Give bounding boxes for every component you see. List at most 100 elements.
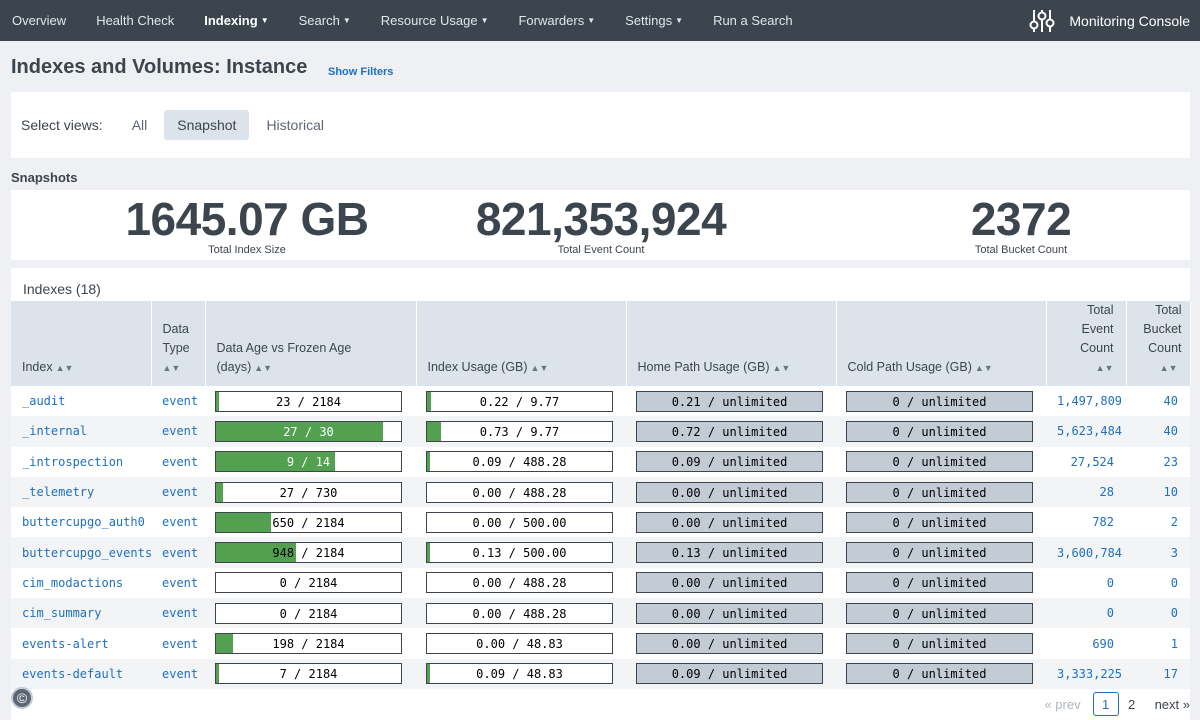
age-bar: 27 / 30 (215, 420, 402, 442)
view-snapshot-button[interactable]: Snapshot (164, 110, 250, 140)
bucket-count-link[interactable]: 0 (1126, 567, 1190, 599)
view-all-button[interactable]: All (131, 117, 148, 133)
stat-total-bucket-count: 2372 Total Bucket Count (911, 194, 1131, 256)
data-type-cell[interactable]: event (151, 476, 205, 508)
caret-down-icon: ▼ (675, 16, 684, 25)
index-name-link[interactable]: _introspection (11, 446, 151, 477)
event-count-link[interactable]: 690 (1046, 628, 1126, 659)
event-count-link[interactable]: 0 (1046, 567, 1126, 599)
bucket-count-link[interactable]: 23 (1126, 446, 1190, 477)
age-bar: 9 / 14 (215, 451, 402, 473)
select-views-panel: Select views: All Snapshot Historical (11, 92, 1190, 158)
bucket-count-link[interactable]: 10 (1126, 476, 1190, 508)
age-value: 9 / 14 (286, 455, 331, 470)
index-name-link[interactable]: buttercupgo_auth0 (11, 507, 151, 538)
home-value: 0.00 / unlimited (671, 515, 788, 530)
event-count-link[interactable]: 3,600,784 (1046, 537, 1126, 568)
copyright-icon[interactable]: © (11, 687, 33, 709)
bucket-count-link[interactable]: 40 (1126, 386, 1190, 417)
age-value: 23 / 2184 (275, 394, 342, 409)
usage-value: 0.00 / 48.83 (476, 637, 563, 652)
col-header-data-age[interactable]: Data Age vs Frozen Age (days) ▲▼ (205, 301, 417, 386)
nav-settings[interactable]: Settings ▼ (610, 0, 698, 41)
nav-overview[interactable]: Overview (0, 0, 81, 41)
col-header-data-type[interactable]: Data Type ▲▼ (151, 301, 206, 386)
data-type-cell[interactable]: event (151, 386, 205, 417)
bucket-count-link[interactable]: 3 (1126, 537, 1190, 568)
cold-bar: 0 / unlimited (846, 542, 1033, 564)
col-header-cold-path[interactable]: Cold Path Usage (GB) ▲▼ (836, 301, 1047, 386)
index-name-link[interactable]: _audit (11, 386, 151, 417)
usage-bar: 0.09 / 488.28 (426, 451, 613, 473)
data-type-cell[interactable]: event (151, 446, 205, 477)
data-type-cell[interactable]: event (151, 598, 205, 629)
snapshots-header: Snapshots (11, 170, 78, 185)
event-count-link[interactable]: 5,623,484 (1046, 416, 1126, 447)
nav-item-label: Indexing (204, 13, 258, 28)
data-type-cell[interactable]: event (151, 537, 205, 568)
app-brand[interactable]: Monitoring Console (1029, 0, 1190, 41)
usage-value: 0.13 / 500.00 (472, 546, 567, 561)
sort-icon: ▲▼ (162, 363, 181, 373)
index-name-link[interactable]: cim_modactions (11, 567, 151, 599)
nav-search[interactable]: Search ▼ (284, 0, 366, 41)
bucket-count-link[interactable]: 1 (1126, 628, 1190, 659)
index-name-link[interactable]: events-default (11, 658, 151, 689)
prev-page-link[interactable]: « prev (1044, 696, 1081, 712)
nav-indexing[interactable]: Indexing ▼ (189, 0, 283, 41)
cold-bar: 0 / unlimited (846, 602, 1033, 624)
bucket-count-link[interactable]: 17 (1126, 658, 1190, 689)
col-header-index-usage[interactable]: Index Usage (GB) ▲▼ (416, 301, 627, 386)
col-header-bucket-count[interactable]: Total Bucket Count ▲▼ (1126, 301, 1191, 386)
table-row: _introspection event 9 / 14 0.09 / 488.28 0.… (11, 446, 1190, 477)
home-value: 0.00 / unlimited (671, 606, 788, 621)
data-type-cell[interactable]: event (151, 507, 205, 538)
index-name-link[interactable]: buttercupgo_events (11, 537, 152, 568)
cold-bar: 0 / unlimited (846, 511, 1033, 533)
event-count-link[interactable]: 782 (1046, 507, 1126, 538)
col-header-event-count[interactable]: Total Event Count ▲▼ (1046, 301, 1127, 386)
age-value: 650 / 2184 (272, 515, 345, 530)
event-count-link[interactable]: 28 (1046, 476, 1126, 508)
data-type-cell[interactable]: event (151, 658, 205, 689)
page-2-button[interactable]: 2 (1127, 696, 1136, 712)
col-header-index[interactable]: Index ▲▼ (11, 301, 152, 386)
nav-run-a-search[interactable]: Run a Search (698, 0, 808, 41)
show-filters-link[interactable]: Show Filters (328, 66, 394, 78)
age-bar: 198 / 2184 (215, 633, 402, 655)
next-page-link[interactable]: next » (1154, 696, 1190, 712)
data-type-cell[interactable]: event (151, 628, 205, 659)
index-name-link[interactable]: _telemetry (11, 476, 151, 508)
nav-resource-usage[interactable]: Resource Usage ▼ (366, 0, 504, 41)
usage-value: 0.00 / 488.28 (472, 576, 567, 591)
home-bar: 0.09 / unlimited (636, 663, 823, 685)
index-name-link[interactable]: events-alert (11, 628, 151, 659)
usage-bar: 0.22 / 9.77 (426, 390, 613, 412)
index-name-link[interactable]: cim_summary (11, 598, 151, 629)
data-type-cell[interactable]: event (151, 416, 205, 447)
col-header-label: Home Path Usage (GB) (637, 360, 770, 374)
nav-health-check[interactable]: Health Check (81, 0, 189, 41)
nav-item-label: Resource Usage (380, 13, 478, 28)
nav-forwarders[interactable]: Forwarders ▼ (503, 0, 610, 41)
home-value: 0.09 / unlimited (671, 667, 788, 682)
data-type-cell[interactable]: event (151, 567, 205, 599)
bucket-count-link[interactable]: 0 (1126, 598, 1190, 629)
event-count-link[interactable]: 27,524 (1046, 446, 1126, 477)
page-1-button[interactable]: 1 (1092, 692, 1119, 716)
view-historical-button[interactable]: Historical (266, 117, 325, 133)
home-bar: 0.21 / unlimited (636, 390, 823, 412)
bucket-count-link[interactable]: 2 (1126, 507, 1190, 538)
event-count-link[interactable]: 1,497,809 (1046, 386, 1126, 417)
bucket-count-link[interactable]: 40 (1126, 416, 1190, 447)
col-header-home-path[interactable]: Home Path Usage (GB) ▲▼ (626, 301, 837, 386)
select-views-label: Select views: (21, 117, 103, 133)
home-value: 0.21 / unlimited (671, 394, 788, 409)
index-name-link[interactable]: _internal (11, 416, 151, 447)
event-count-link[interactable]: 0 (1046, 598, 1126, 629)
usage-value: 0.09 / 48.83 (476, 667, 563, 682)
indexes-table: Index ▲▼ Data Type ▲▼ Data Age vs Frozen Age… (11, 301, 1191, 689)
home-value: 0.00 / unlimited (671, 485, 788, 500)
age-value: 948 / 2184 (272, 546, 345, 561)
event-count-link[interactable]: 3,333,225 (1046, 658, 1126, 689)
